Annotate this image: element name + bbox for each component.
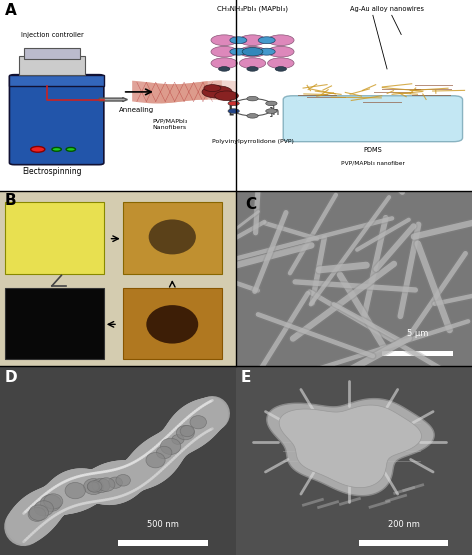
Circle shape: [230, 48, 247, 55]
Circle shape: [239, 35, 266, 46]
Circle shape: [230, 37, 247, 44]
Bar: [5, 202, 104, 274]
Circle shape: [228, 101, 239, 105]
Circle shape: [228, 109, 239, 113]
Circle shape: [247, 67, 258, 71]
Bar: [9, 75, 104, 86]
Circle shape: [242, 48, 263, 56]
Text: C: C: [245, 196, 257, 211]
Bar: [19, 56, 85, 75]
Circle shape: [98, 478, 115, 491]
Text: B: B: [5, 193, 17, 208]
Circle shape: [92, 478, 110, 493]
FancyBboxPatch shape: [9, 75, 104, 165]
Circle shape: [258, 48, 275, 55]
Bar: [359, 540, 448, 546]
Text: [: [: [228, 98, 235, 117]
Circle shape: [84, 478, 103, 495]
Circle shape: [177, 426, 194, 440]
Text: D: D: [5, 370, 17, 385]
Circle shape: [66, 148, 76, 152]
Circle shape: [149, 219, 196, 254]
Circle shape: [44, 494, 63, 509]
Circle shape: [211, 58, 237, 69]
Circle shape: [146, 305, 198, 344]
Circle shape: [40, 495, 61, 512]
Polygon shape: [267, 398, 434, 496]
Bar: [123, 202, 222, 274]
Bar: [118, 540, 208, 546]
Circle shape: [268, 46, 294, 57]
Circle shape: [268, 58, 294, 69]
Circle shape: [29, 505, 49, 521]
Circle shape: [28, 507, 46, 521]
FancyArrow shape: [99, 98, 127, 102]
Text: 5 μm: 5 μm: [407, 329, 429, 339]
Bar: [24, 48, 80, 59]
Circle shape: [211, 35, 237, 46]
Circle shape: [116, 475, 130, 486]
Circle shape: [87, 482, 99, 491]
Circle shape: [239, 46, 266, 57]
Text: PVP/MAPbI₃
Nanofibers: PVP/MAPbI₃ Nanofibers: [152, 119, 187, 129]
Text: Ag-Au alloy nanowires: Ag-Au alloy nanowires: [350, 6, 424, 12]
Text: PVP/MAPbI₃ nanofiber: PVP/MAPbI₃ nanofiber: [341, 161, 405, 166]
Circle shape: [219, 67, 230, 71]
Circle shape: [258, 37, 275, 44]
Text: PDMS: PDMS: [363, 148, 382, 153]
Polygon shape: [279, 405, 421, 488]
Circle shape: [108, 477, 122, 488]
Circle shape: [266, 101, 277, 105]
Polygon shape: [312, 422, 388, 466]
Text: A: A: [5, 3, 17, 18]
Circle shape: [247, 97, 258, 101]
Text: ]n: ]n: [269, 106, 280, 116]
Circle shape: [275, 67, 287, 71]
Text: CH₃NH₃PbI₃ (MAPbI₃): CH₃NH₃PbI₃ (MAPbI₃): [217, 6, 288, 12]
Circle shape: [211, 46, 237, 57]
FancyBboxPatch shape: [283, 95, 463, 142]
Bar: [382, 351, 453, 356]
Circle shape: [52, 148, 61, 152]
Bar: [123, 287, 222, 359]
Circle shape: [268, 35, 294, 46]
Circle shape: [204, 84, 221, 92]
Circle shape: [215, 91, 238, 100]
Circle shape: [65, 482, 85, 499]
Text: Injection controller: Injection controller: [21, 32, 83, 38]
Circle shape: [239, 58, 266, 69]
Circle shape: [202, 86, 232, 98]
Text: E: E: [241, 370, 251, 385]
Circle shape: [247, 114, 258, 118]
Bar: [5, 287, 104, 359]
Text: 500 nm: 500 nm: [147, 519, 179, 528]
Circle shape: [146, 452, 165, 468]
Text: Polyvinylpyrrolidone (PVP): Polyvinylpyrrolidone (PVP): [211, 139, 294, 144]
Circle shape: [31, 147, 45, 152]
Circle shape: [172, 435, 184, 445]
Circle shape: [34, 501, 53, 516]
Text: Annealing: Annealing: [119, 107, 154, 113]
Polygon shape: [295, 413, 405, 477]
Circle shape: [266, 109, 277, 113]
Text: Electrospinning: Electrospinning: [22, 167, 82, 176]
Circle shape: [87, 481, 102, 492]
Circle shape: [190, 416, 206, 429]
Circle shape: [180, 425, 194, 437]
Circle shape: [160, 438, 181, 455]
Circle shape: [156, 446, 172, 459]
Text: 200 nm: 200 nm: [388, 519, 420, 528]
